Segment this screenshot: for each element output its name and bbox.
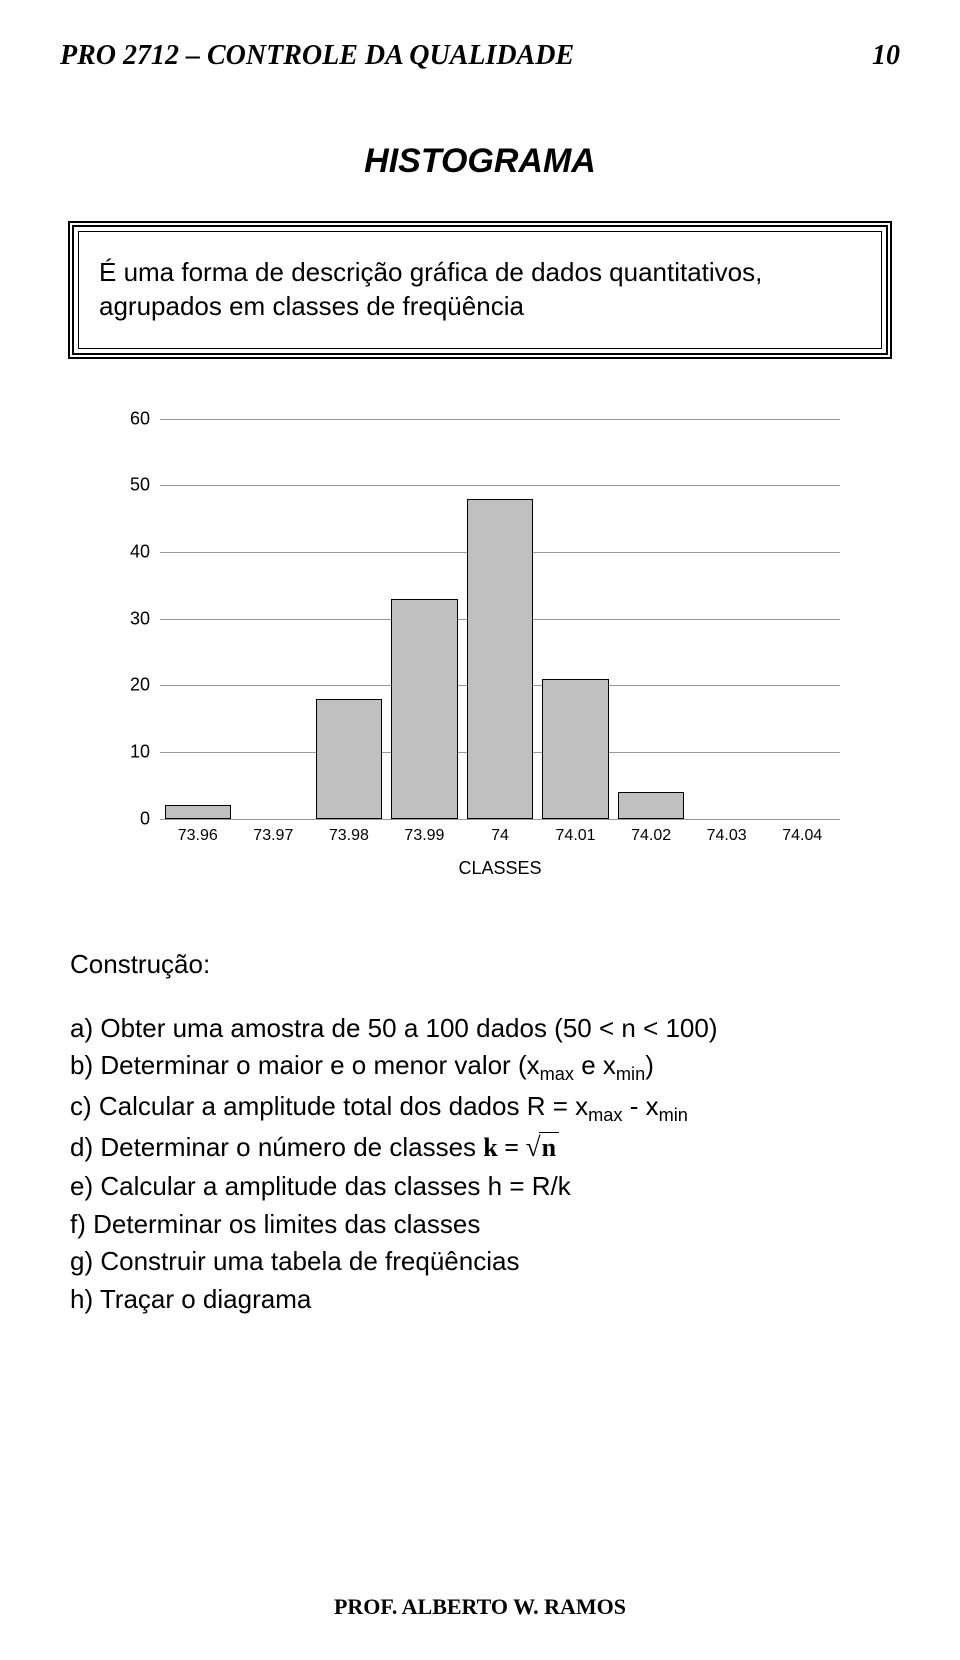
definition-box: É uma forma de descrição gráfica de dado… bbox=[68, 221, 892, 359]
chart-ytick: 50 bbox=[100, 475, 150, 496]
chart-ytick: 60 bbox=[100, 408, 150, 429]
step-e: e) Calcular a amplitude das classes h = … bbox=[70, 1168, 890, 1206]
step-h: h) Traçar o diagrama bbox=[70, 1281, 890, 1319]
chart-xlabel: CLASSES bbox=[458, 858, 541, 879]
construction-section: Construção: a) Obter uma amostra de 50 a… bbox=[70, 949, 890, 1319]
step-b: b) Determinar o maior e o menor valor (x… bbox=[70, 1047, 890, 1088]
chart-ytick: 40 bbox=[100, 541, 150, 562]
header-right: 10 bbox=[872, 40, 900, 72]
chart-bar bbox=[618, 792, 684, 819]
chart-bar bbox=[391, 599, 457, 819]
chart-ytick: 10 bbox=[100, 741, 150, 762]
page-footer: PROF. ALBERTO W. RAMOS bbox=[0, 1594, 960, 1620]
step-a: a) Obter uma amostra de 50 a 100 dados (… bbox=[70, 1010, 890, 1048]
chart-xtick: 74 bbox=[491, 827, 509, 845]
chart-ytick: 0 bbox=[100, 808, 150, 829]
step-g: g) Construir uma tabela de freqüências bbox=[70, 1243, 890, 1281]
chart-xtick: 73.98 bbox=[329, 827, 369, 845]
page-header: PRO 2712 – CONTROLE DA QUALIDADE 10 bbox=[60, 40, 900, 72]
chart-xtick: 73.96 bbox=[178, 827, 218, 845]
page-title: HISTOGRAMA bbox=[60, 142, 900, 181]
chart-ytick: 30 bbox=[100, 608, 150, 629]
chart-bar bbox=[316, 699, 382, 819]
chart-ytick: 20 bbox=[100, 675, 150, 696]
step-c: c) Calcular a amplitude total dos dados … bbox=[70, 1088, 890, 1129]
chart-bar bbox=[165, 805, 231, 818]
definition-text: É uma forma de descrição gráfica de dado… bbox=[99, 256, 861, 324]
header-left: PRO 2712 – CONTROLE DA QUALIDADE bbox=[60, 40, 574, 72]
chart-gridline bbox=[160, 819, 840, 820]
chart-bar bbox=[467, 499, 533, 819]
chart-xtick: 74.01 bbox=[556, 827, 596, 845]
chart-xtick: 74.02 bbox=[631, 827, 671, 845]
chart-bar bbox=[542, 679, 608, 819]
histogram-chart: 0102030405060 73.9673.9773.9873.997474.0… bbox=[100, 419, 860, 859]
chart-xtick: 73.99 bbox=[404, 827, 444, 845]
step-f: f) Determinar os limites das classes bbox=[70, 1206, 890, 1244]
chart-xtick: 74.04 bbox=[782, 827, 822, 845]
chart-xtick: 73.97 bbox=[253, 827, 293, 845]
chart-xtick: 74.03 bbox=[707, 827, 747, 845]
step-d: d) Determinar o número de classes k = n bbox=[70, 1128, 890, 1168]
construction-heading: Construção: bbox=[70, 949, 890, 980]
